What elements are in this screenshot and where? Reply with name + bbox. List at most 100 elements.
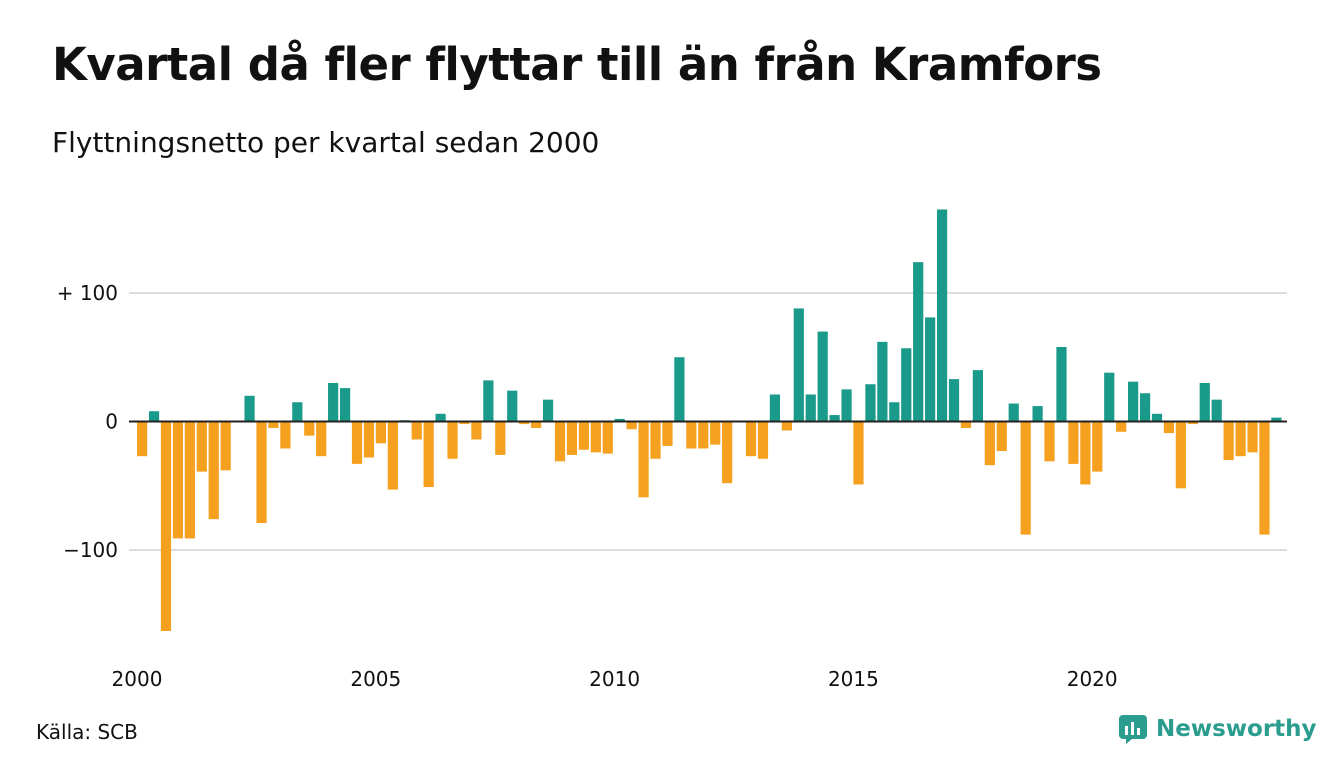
bar bbox=[960, 421, 972, 428]
bar bbox=[1008, 403, 1019, 422]
bar bbox=[602, 421, 613, 454]
bar bbox=[972, 370, 983, 422]
bar bbox=[626, 421, 637, 430]
bar bbox=[817, 331, 828, 422]
bar bbox=[1223, 421, 1234, 461]
bar bbox=[328, 382, 339, 422]
bar bbox=[757, 421, 769, 459]
bar bbox=[877, 341, 888, 422]
bar bbox=[531, 421, 542, 428]
bar bbox=[148, 411, 160, 422]
bar bbox=[542, 399, 554, 422]
bar bbox=[793, 308, 804, 422]
brand-logo: Newsworthy bbox=[1118, 714, 1317, 744]
bar bbox=[363, 421, 375, 458]
y-tick-label: + 100 bbox=[57, 281, 118, 305]
bar bbox=[1044, 421, 1055, 462]
x-tick-label: 2005 bbox=[350, 667, 401, 691]
bar bbox=[805, 394, 816, 422]
bar bbox=[1068, 421, 1079, 464]
bar bbox=[650, 421, 661, 459]
bar bbox=[996, 421, 1007, 452]
bar bbox=[1032, 406, 1043, 422]
bar bbox=[865, 384, 876, 422]
brand-name: Newsworthy bbox=[1156, 716, 1317, 742]
bar bbox=[686, 421, 697, 449]
bar bbox=[220, 421, 231, 471]
bar bbox=[244, 395, 255, 422]
bar bbox=[268, 421, 279, 428]
bar bbox=[1247, 421, 1258, 453]
chart-title: Kvartal då fler flyttar till än från Kra… bbox=[52, 38, 1102, 91]
x-tick-label: 2000 bbox=[112, 667, 163, 691]
bar bbox=[710, 421, 721, 445]
bar bbox=[507, 390, 518, 422]
chart-icon bbox=[1119, 715, 1147, 744]
bar bbox=[674, 357, 685, 422]
x-tick-label: 2015 bbox=[828, 667, 879, 691]
bar bbox=[137, 421, 148, 457]
bar bbox=[1151, 413, 1163, 422]
bar bbox=[614, 418, 625, 422]
y-tick-label: 0 bbox=[105, 410, 118, 434]
bar bbox=[160, 421, 172, 631]
bar bbox=[304, 421, 315, 436]
bar bbox=[925, 317, 936, 422]
bar bbox=[1116, 421, 1127, 432]
bar bbox=[889, 402, 900, 422]
bar bbox=[1259, 421, 1270, 535]
bar bbox=[411, 421, 422, 440]
bar bbox=[184, 421, 195, 539]
bar bbox=[913, 262, 924, 422]
bar bbox=[901, 348, 912, 422]
chart-subtitle: Flyttningsnetto per kvartal sedan 2000 bbox=[52, 126, 600, 159]
bar bbox=[1104, 372, 1115, 422]
bar bbox=[662, 421, 673, 446]
bar bbox=[483, 380, 494, 422]
bar bbox=[495, 421, 506, 455]
bar bbox=[1080, 421, 1091, 485]
bar bbox=[208, 421, 219, 520]
bar bbox=[590, 421, 601, 453]
bar bbox=[256, 421, 267, 524]
bar bbox=[1211, 399, 1222, 422]
bar bbox=[566, 421, 578, 455]
bar bbox=[1235, 421, 1246, 457]
y-tick-label: −100 bbox=[63, 538, 118, 562]
bar bbox=[351, 421, 363, 464]
bar bbox=[948, 379, 960, 422]
bar bbox=[1092, 421, 1103, 472]
bar bbox=[292, 402, 303, 422]
bar bbox=[1163, 421, 1175, 434]
bar bbox=[1056, 346, 1067, 422]
bar bbox=[519, 421, 530, 425]
bar bbox=[172, 421, 184, 539]
bar bbox=[1271, 417, 1282, 422]
source-label: Källa: SCB bbox=[36, 720, 138, 744]
x-tick-label: 2010 bbox=[589, 667, 640, 691]
bar bbox=[375, 421, 386, 444]
bar bbox=[1128, 381, 1139, 422]
bar bbox=[984, 421, 995, 466]
bar bbox=[1187, 421, 1198, 425]
bar bbox=[280, 421, 291, 449]
bar bbox=[1199, 382, 1210, 422]
bar bbox=[339, 388, 351, 422]
bar bbox=[841, 389, 852, 422]
bar bbox=[781, 421, 792, 431]
bar bbox=[554, 421, 566, 462]
bar bbox=[829, 415, 840, 422]
bar bbox=[745, 421, 757, 457]
bar bbox=[196, 421, 207, 472]
bar bbox=[471, 421, 482, 440]
x-tick-label: 2020 bbox=[1067, 667, 1118, 691]
bar bbox=[638, 421, 649, 498]
bar bbox=[1020, 421, 1031, 535]
bar bbox=[1175, 421, 1186, 489]
bar bbox=[1139, 393, 1151, 422]
bar bbox=[316, 421, 327, 457]
bar bbox=[698, 421, 709, 449]
bar bbox=[387, 421, 398, 490]
bar bbox=[423, 421, 434, 488]
